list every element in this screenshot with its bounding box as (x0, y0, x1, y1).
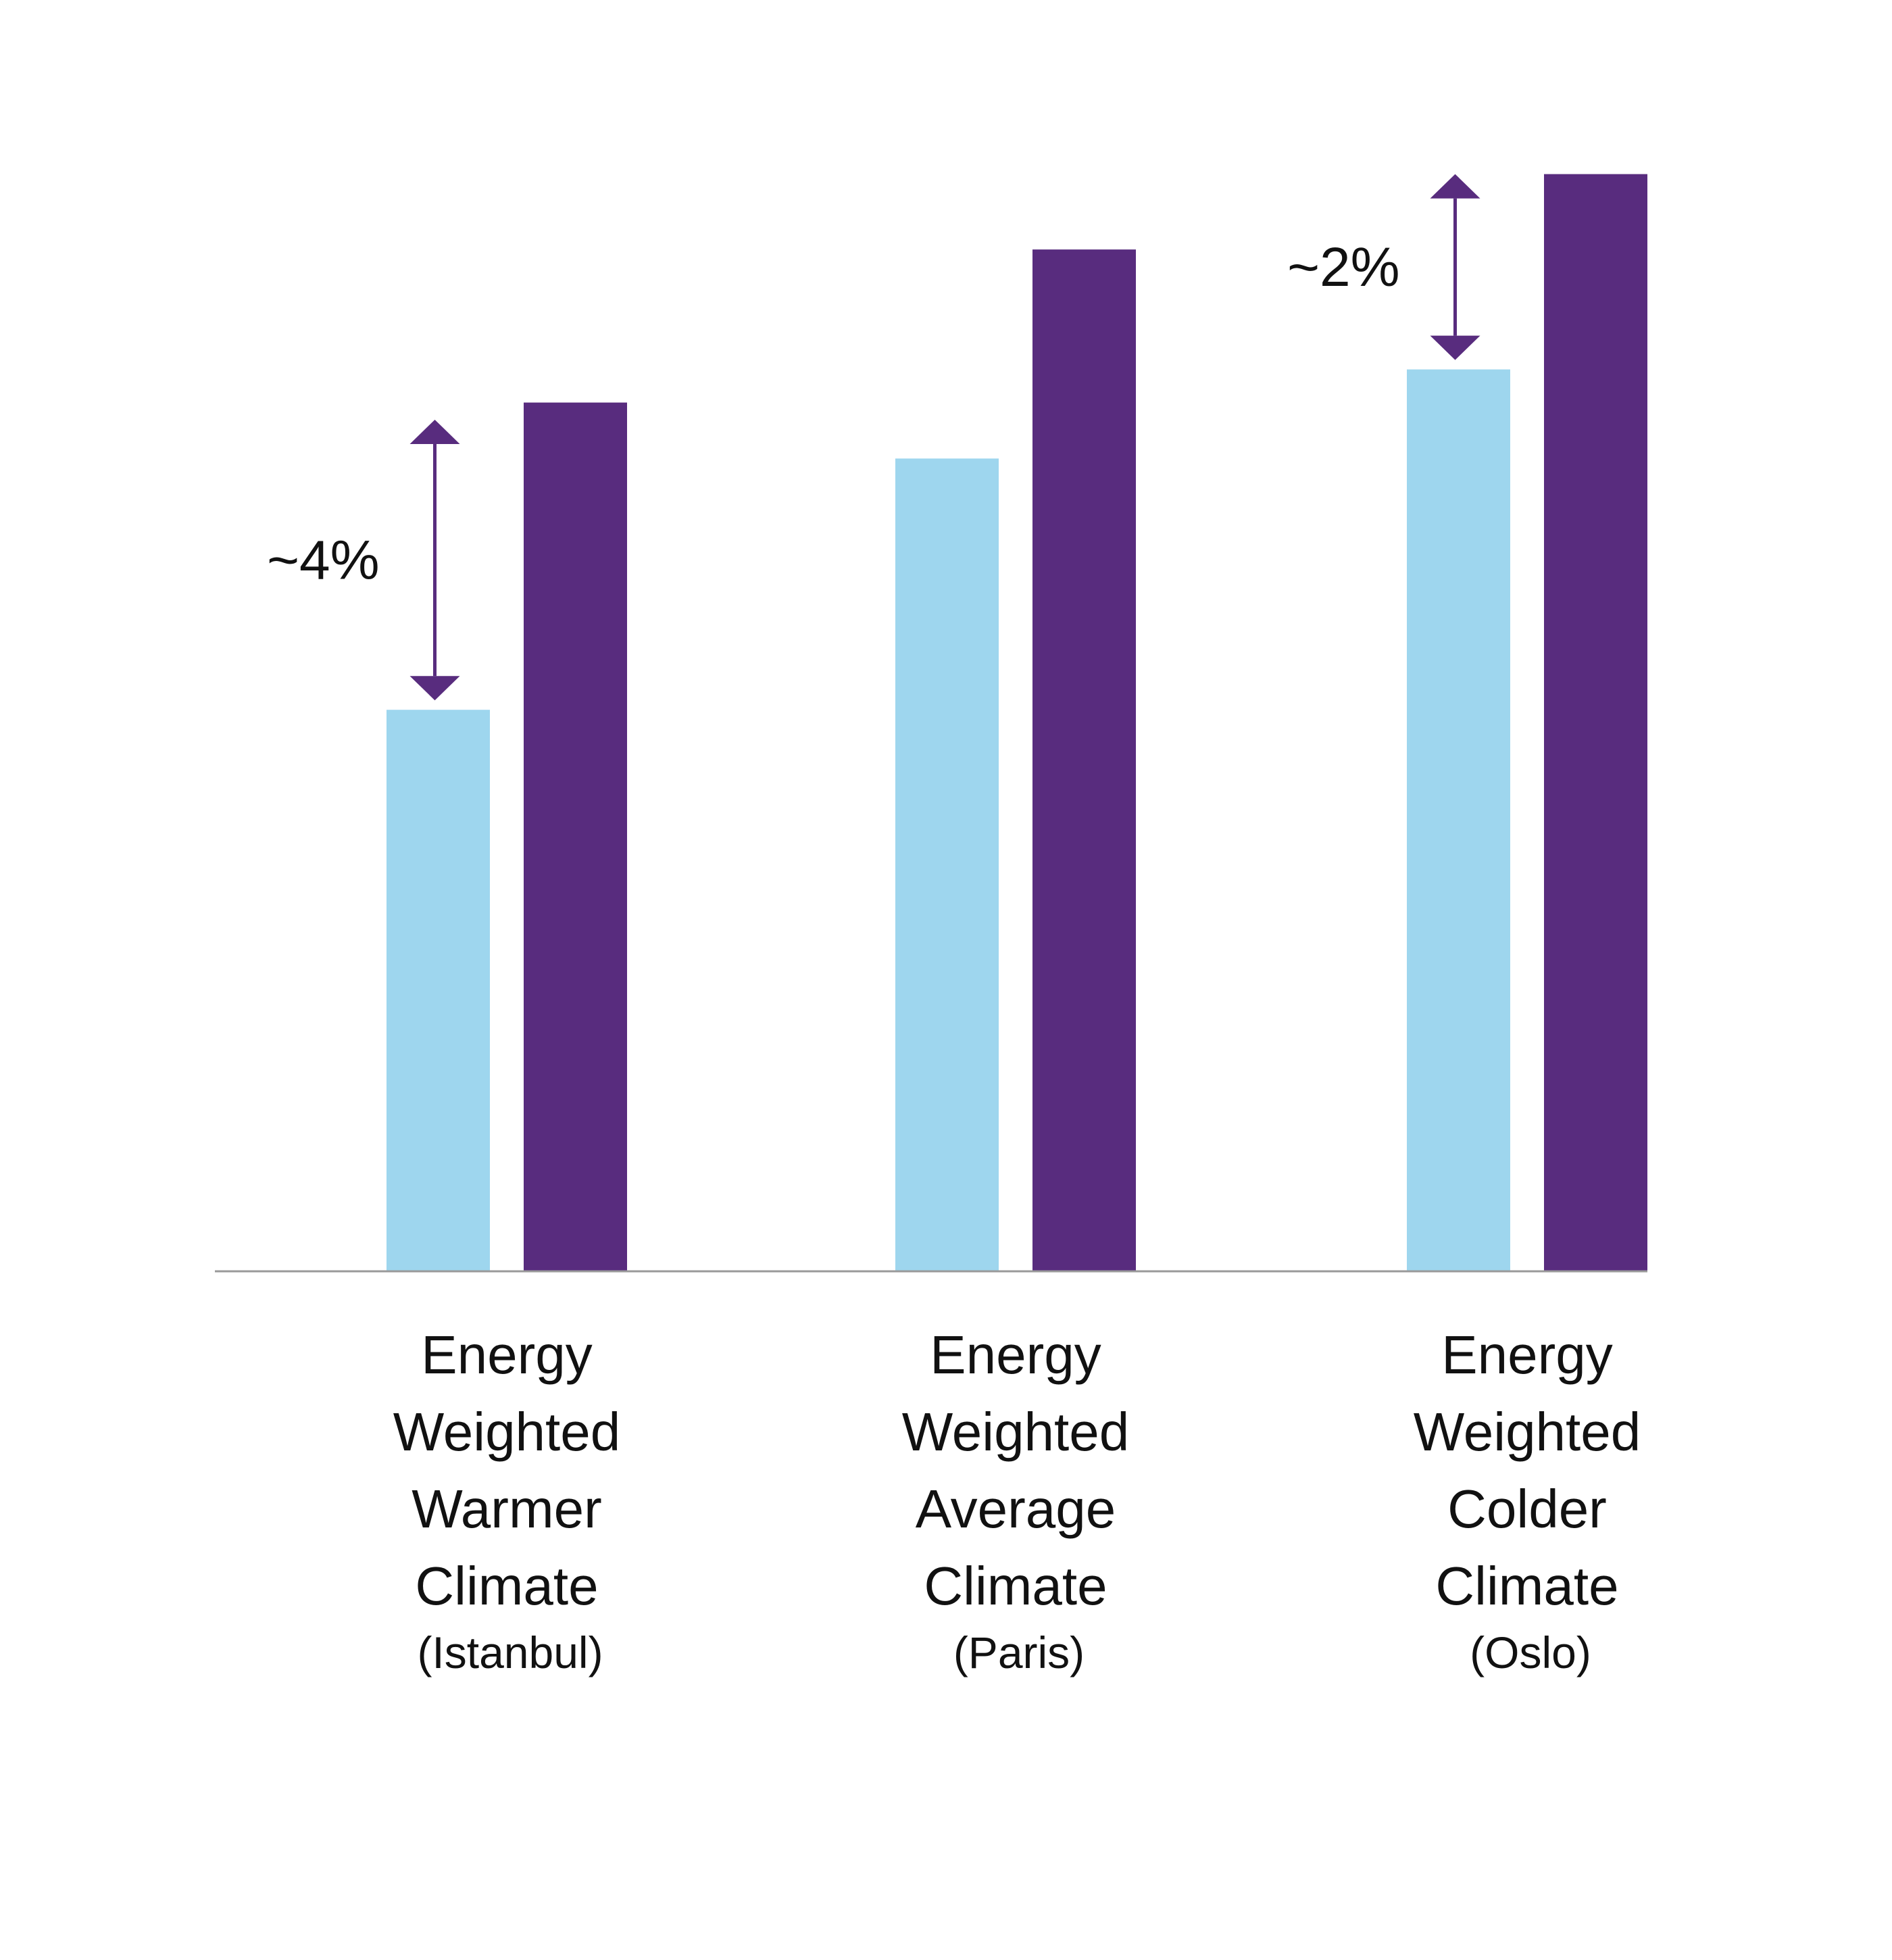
category-label-line: Climate (924, 1556, 1107, 1616)
difference-label-1: ~2% (1287, 237, 1399, 298)
annotations-layer: ~4% ~2% (267, 174, 1480, 701)
category-label-line: Average (916, 1479, 1116, 1539)
arrow-head-up-icon (409, 419, 460, 444)
category-sublabel: (Istanbul) (417, 1627, 603, 1677)
category-sublabel: (Oslo) (1470, 1627, 1591, 1677)
arrow-head-down-icon (409, 676, 460, 701)
category-label-line: Weighted (393, 1402, 621, 1462)
arrow-head-down-icon (1430, 335, 1480, 360)
category-sublabel: (Paris) (953, 1627, 1085, 1677)
bar-cat1-series1 (1032, 249, 1136, 1271)
bar-cat0-series0 (387, 710, 490, 1271)
category-label-line: Energy (421, 1325, 592, 1385)
difference-arrow-0: ~4% (267, 419, 460, 701)
category-label-line: Weighted (902, 1402, 1130, 1462)
category-label-line: Energy (930, 1325, 1101, 1385)
bar-cat1-series0 (895, 458, 999, 1271)
bar-cat2-series1 (1544, 174, 1647, 1271)
bar-cat0-series1 (524, 402, 627, 1271)
difference-arrow-1: ~2% (1287, 174, 1480, 360)
bar-cat2-series0 (1407, 369, 1510, 1271)
arrow-head-up-icon (1430, 174, 1480, 199)
category-label-line: Warmer (412, 1479, 601, 1539)
difference-label-0: ~4% (267, 530, 379, 591)
labels-layer: EnergyWeightedWarmerClimate(Istanbul)Ene… (393, 1325, 1641, 1677)
bars-layer (387, 174, 1647, 1271)
category-label-line: Climate (415, 1556, 598, 1616)
category-label-line: Colder (1447, 1479, 1607, 1539)
category-label-0: Energy Weighted Warmer Climate (Istanbul) (393, 1325, 621, 1677)
category-label-2: Energy Weighted Colder Climate (Oslo) (1414, 1325, 1641, 1677)
category-label-line: Energy (1441, 1325, 1612, 1385)
category-label-line: Weighted (1414, 1402, 1641, 1462)
category-label-line: Climate (1435, 1556, 1618, 1616)
category-label-1: Energy Weighted Average Climate (Paris) (902, 1325, 1130, 1677)
